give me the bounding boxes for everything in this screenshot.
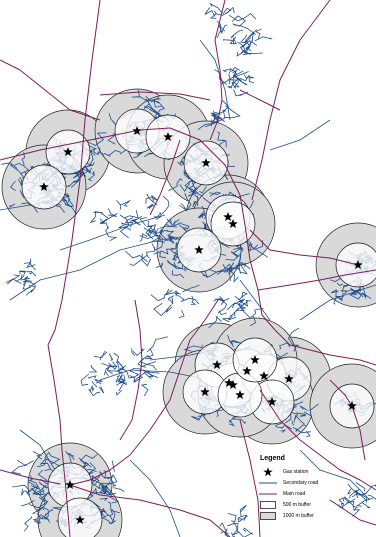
secondary-road [223, 40, 232, 41]
secondary-road [231, 31, 243, 38]
secondary-road [168, 296, 174, 301]
legend-label: Main road [283, 491, 305, 497]
secondary-road-line [259, 478, 277, 487]
secondary-road [24, 517, 32, 532]
legend-item-gas-station: Gas station [259, 466, 371, 477]
secondary-road [179, 203, 186, 210]
legend-label: 500 m buffer [283, 502, 311, 508]
secondary-road [12, 465, 27, 474]
secondary-road [244, 74, 247, 78]
legend-item-main-road: Main road [259, 488, 371, 499]
secondary-road [24, 263, 36, 268]
secondary-road [222, 100, 229, 117]
secondary-road [239, 292, 248, 300]
secondary-road [94, 351, 105, 358]
secondary-road [205, 8, 215, 17]
secondary-road [20, 271, 36, 276]
secondary-road [90, 386, 94, 392]
secondary-road [255, 37, 271, 41]
legend: Legend Gas station Secondary road Main r… [259, 455, 371, 521]
legend-label: 1000 m buffer [283, 513, 314, 519]
buffer-500-box [259, 500, 277, 509]
secondary-road [160, 196, 169, 215]
secondary-road [130, 255, 147, 265]
secondary-road [100, 223, 108, 229]
secondary-road [130, 460, 180, 537]
secondary-road [240, 505, 246, 516]
secondary-road [200, 40, 230, 120]
legend-item-buffer-500: 500 m buffer [259, 499, 371, 510]
secondary-road [102, 362, 117, 367]
main-road [0, 60, 100, 120]
main-road [215, 0, 225, 40]
secondary-road [121, 223, 130, 238]
secondary-road [133, 349, 144, 356]
secondary-road [191, 296, 195, 304]
secondary-road [95, 380, 103, 385]
main-road [252, 0, 330, 200]
secondary-road [120, 201, 130, 207]
secondary-road [256, 29, 261, 39]
secondary-road [89, 366, 97, 372]
legend-title: Legend [260, 455, 371, 462]
secondary-road [228, 523, 239, 526]
secondary-road [92, 381, 97, 387]
buffer-1000-box [259, 511, 277, 520]
secondary-road [270, 120, 330, 150]
secondary-road [113, 488, 124, 492]
secondary-road [232, 16, 245, 26]
secondary-road [169, 298, 173, 304]
secondary-road [89, 376, 96, 379]
secondary-road [109, 354, 112, 361]
secondary-road [238, 531, 253, 537]
secondary-road [228, 514, 236, 522]
secondary-road [146, 247, 154, 258]
secondary-road [117, 200, 121, 209]
secondary-road [134, 375, 137, 378]
secondary-road [125, 211, 139, 218]
secondary-road [17, 460, 34, 465]
secondary-road [219, 310, 227, 314]
secondary-road [197, 196, 198, 207]
secondary-road [179, 310, 184, 317]
secondary-road [108, 208, 117, 216]
secondary-road [116, 376, 119, 382]
legend-item-secondary-road: Secondary road [259, 477, 371, 488]
secondary-road [146, 196, 153, 204]
secondary-road [112, 461, 114, 472]
secondary-road [151, 196, 157, 201]
secondary-road [81, 374, 89, 385]
secondary-road [154, 303, 172, 316]
star-icon [259, 467, 277, 476]
secondary-road [142, 384, 148, 396]
legend-item-buffer-1000: 1000 m buffer [259, 510, 371, 521]
main-road [240, 90, 280, 110]
secondary-road [26, 285, 35, 295]
secondary-road [224, 106, 240, 118]
main-road-line [259, 489, 277, 498]
legend-label: Gas station [283, 469, 308, 475]
secondary-road [243, 53, 263, 55]
secondary-road [125, 251, 147, 262]
secondary-road [30, 259, 35, 270]
legend-label: Secondary road [283, 480, 318, 486]
